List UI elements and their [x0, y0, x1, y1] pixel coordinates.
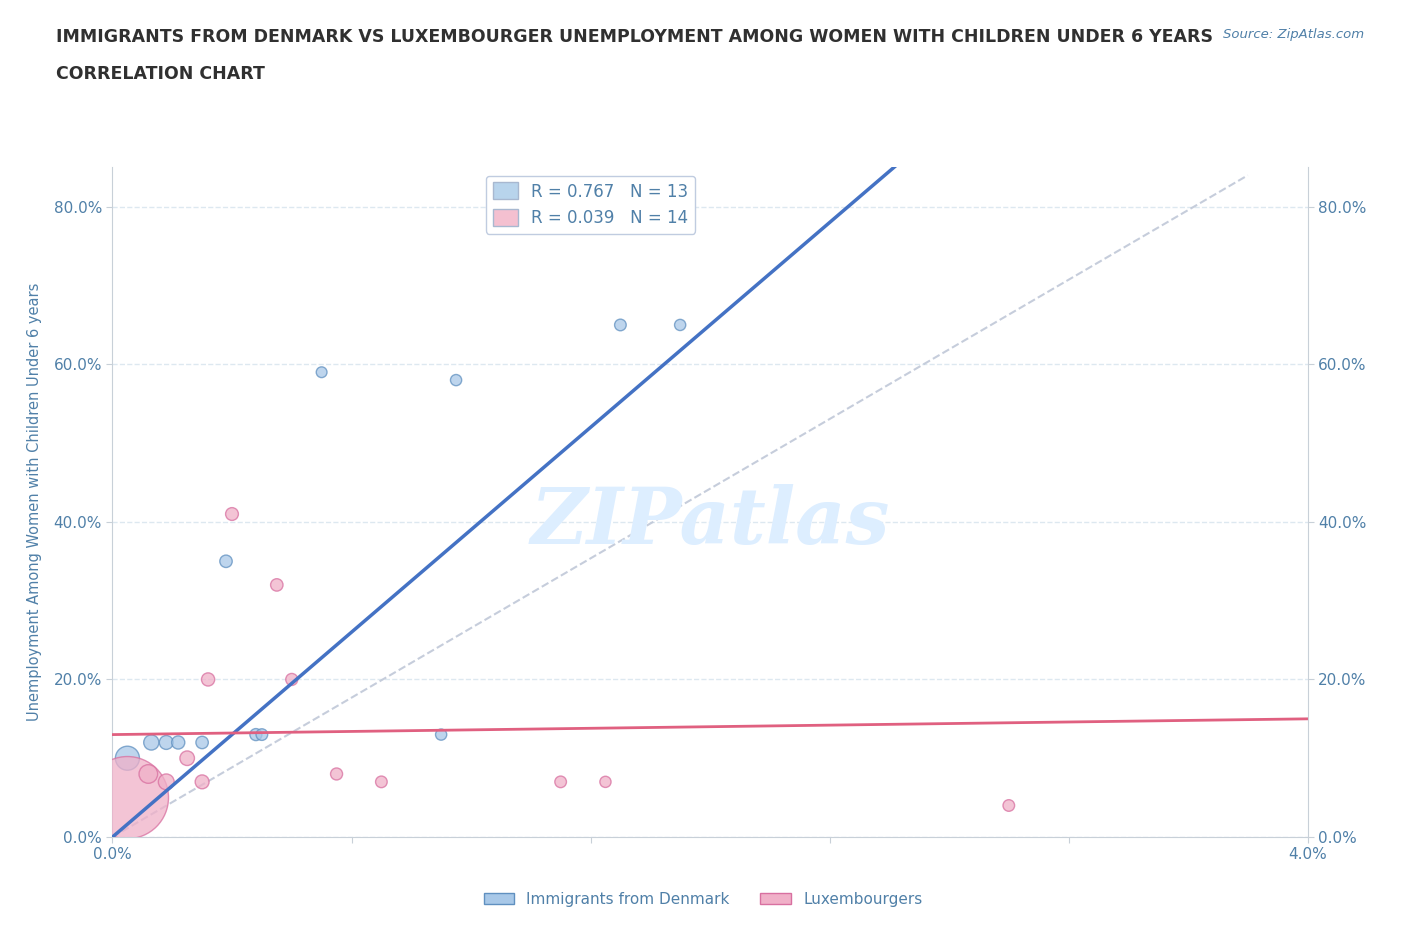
- Point: [245, 727, 267, 742]
- Point: [215, 554, 238, 569]
- Point: [444, 373, 467, 388]
- Point: [141, 735, 163, 750]
- Legend: R = 0.767   N = 13, R = 0.039   N = 14: R = 0.767 N = 13, R = 0.039 N = 14: [486, 176, 695, 233]
- Text: IMMIGRANTS FROM DENMARK VS LUXEMBOURGER UNEMPLOYMENT AMONG WOMEN WITH CHILDREN U: IMMIGRANTS FROM DENMARK VS LUXEMBOURGER …: [56, 28, 1213, 46]
- Point: [138, 766, 160, 781]
- Point: [117, 790, 139, 805]
- Point: [197, 672, 219, 687]
- Point: [191, 735, 214, 750]
- Point: [250, 727, 273, 742]
- Point: [325, 766, 347, 781]
- Point: [997, 798, 1019, 813]
- Point: [176, 751, 198, 765]
- Point: [609, 317, 631, 332]
- Text: ZIPatlas: ZIPatlas: [530, 484, 890, 561]
- Point: [167, 735, 190, 750]
- Point: [669, 317, 692, 332]
- Point: [370, 775, 392, 790]
- Point: [311, 365, 333, 379]
- Point: [117, 751, 139, 765]
- Point: [221, 507, 243, 522]
- Text: Source: ZipAtlas.com: Source: ZipAtlas.com: [1223, 28, 1364, 41]
- Point: [595, 775, 617, 790]
- Point: [266, 578, 288, 592]
- Point: [191, 775, 214, 790]
- Point: [550, 775, 572, 790]
- Point: [281, 672, 304, 687]
- Point: [155, 735, 177, 750]
- Point: [430, 727, 453, 742]
- Text: CORRELATION CHART: CORRELATION CHART: [56, 65, 266, 83]
- Legend: Immigrants from Denmark, Luxembourgers: Immigrants from Denmark, Luxembourgers: [478, 886, 928, 913]
- Point: [155, 775, 177, 790]
- Y-axis label: Unemployment Among Women with Children Under 6 years: Unemployment Among Women with Children U…: [28, 283, 42, 722]
